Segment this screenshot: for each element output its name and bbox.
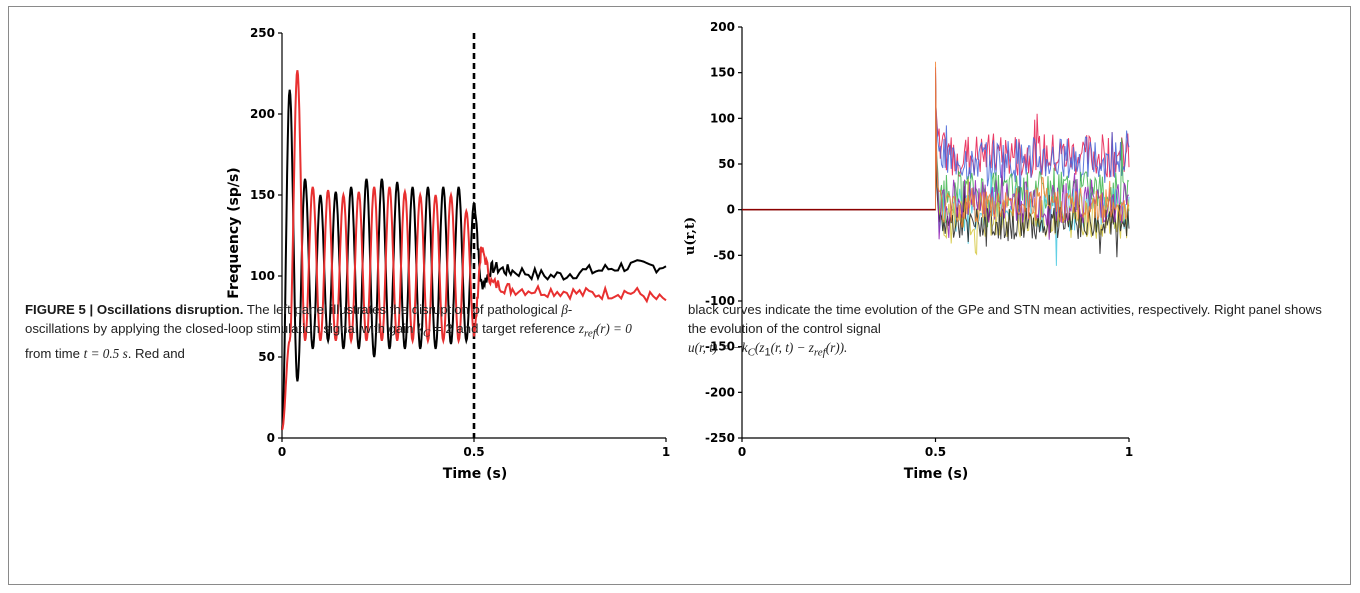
caption-time: t = 0.5 s: [83, 345, 128, 361]
caption-zref-symbol: z: [578, 321, 584, 336]
caption-formula-sub3: ref: [813, 346, 826, 359]
right-y-tick-label: 50: [718, 157, 735, 171]
left-y-tick-label: 150: [250, 188, 275, 202]
left-x-axis-label: Time (s): [443, 466, 507, 482]
caption-gain-sub: C: [423, 327, 431, 340]
caption-gain-symbol: k: [417, 321, 424, 336]
control-signal-trace: [742, 72, 1130, 258]
right-y-axis-label: u(r,t): [683, 217, 698, 255]
right-y-tick-label: 0: [727, 203, 735, 217]
left-axes: 0 50 100 150 200 250 0 0.5 1: [250, 26, 670, 459]
right-y-tick-label: 200: [710, 20, 735, 34]
caption-text: The left panel illustrates the disruptio…: [243, 302, 562, 317]
caption-beta: β: [561, 302, 568, 317]
left-y-axis-label: Frequency (sp/s): [226, 167, 242, 298]
control-signal-trace: [742, 94, 1130, 211]
right-x-tick-label: 0: [738, 445, 746, 459]
caption-gain-value: = 2: [430, 321, 453, 336]
figure-label: FIGURE 5 | Oscillations disruption.: [25, 302, 244, 317]
right-x-tick-label: 0.5: [925, 445, 946, 459]
caption-formula: u(r, t) = −k: [688, 340, 748, 355]
left-y-tick-label: 50: [258, 350, 275, 364]
right-y-tick-label: -200: [705, 385, 735, 399]
right-y-tick-label: 150: [710, 66, 735, 80]
left-series: [281, 70, 667, 431]
right-y-tick-label: 100: [710, 111, 735, 125]
left-x-tick-label: 0.5: [463, 445, 484, 459]
caption-formula-sub2: 1: [764, 346, 771, 359]
right-series: [742, 61, 1130, 266]
caption-right: black curves indicate the time evolution…: [688, 300, 1338, 363]
right-y-tick-label: -150: [705, 340, 735, 354]
caption-text: from time: [25, 345, 84, 361]
left-y-tick-label: 250: [250, 26, 275, 40]
control-signal-trace: [742, 61, 1130, 228]
caption-text: . Red and: [127, 345, 185, 361]
left-y-tick-label: 100: [250, 269, 275, 283]
right-x-axis-label: Time (s): [904, 466, 968, 482]
caption-formula-mid: (z: [754, 340, 765, 355]
caption-left: FIGURE 5 | Oscillations disruption. The …: [25, 300, 635, 363]
caption-formula-end: (r)).: [825, 340, 848, 355]
right-y-tick-label: -250: [705, 431, 735, 445]
caption-text: black curves indicate the time evolution…: [688, 302, 1322, 336]
figure-frame: [8, 6, 1351, 585]
left-x-tick-label: 0: [278, 445, 286, 459]
caption-zref-value: (r) = 0: [595, 321, 632, 336]
left-x-tick-label: 1: [662, 445, 670, 459]
gpe-activity-line: [281, 70, 667, 431]
right-x-tick-label: 1: [1125, 445, 1133, 459]
right-y-tick-label: -100: [705, 294, 735, 308]
left-y-tick-label: 0: [267, 431, 275, 445]
caption-text: -oscillations by applying the closed-loo…: [25, 302, 573, 336]
caption-text: and target reference: [452, 321, 579, 336]
caption-formula-sub: C: [747, 346, 755, 359]
caption-zref-sub: ref: [584, 327, 596, 340]
left-y-tick-label: 200: [250, 107, 275, 121]
caption-formula-mid2: (r, t) − z: [770, 340, 814, 355]
right-y-tick-label: -50: [713, 248, 735, 262]
